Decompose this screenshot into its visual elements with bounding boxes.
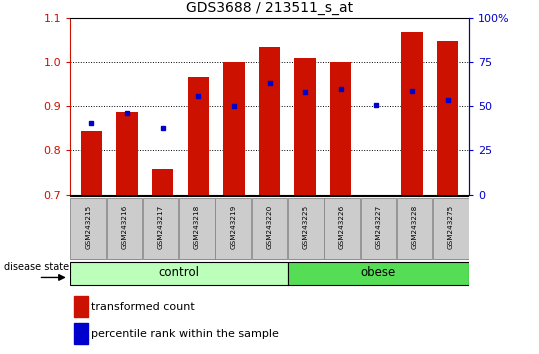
Text: GSM243217: GSM243217 bbox=[158, 205, 164, 249]
FancyBboxPatch shape bbox=[252, 198, 287, 259]
Bar bbox=[294, 57, 316, 195]
Text: disease state: disease state bbox=[4, 262, 68, 272]
FancyBboxPatch shape bbox=[361, 198, 396, 259]
Title: GDS3688 / 213511_s_at: GDS3688 / 213511_s_at bbox=[186, 1, 353, 15]
Text: control: control bbox=[158, 267, 199, 279]
Bar bbox=[81, 131, 102, 195]
FancyBboxPatch shape bbox=[433, 198, 468, 259]
Text: obese: obese bbox=[361, 267, 396, 279]
FancyBboxPatch shape bbox=[397, 198, 432, 259]
Bar bbox=[223, 62, 245, 195]
Bar bbox=[437, 41, 458, 195]
FancyBboxPatch shape bbox=[288, 198, 323, 259]
Text: GSM243218: GSM243218 bbox=[194, 205, 200, 249]
FancyBboxPatch shape bbox=[179, 198, 215, 259]
Bar bbox=[401, 32, 423, 195]
FancyBboxPatch shape bbox=[324, 198, 360, 259]
Text: percentile rank within the sample: percentile rank within the sample bbox=[91, 329, 279, 339]
Bar bbox=[74, 296, 88, 317]
Text: GSM243220: GSM243220 bbox=[266, 205, 273, 249]
Text: GSM243219: GSM243219 bbox=[230, 205, 236, 249]
Text: GSM243226: GSM243226 bbox=[339, 205, 345, 249]
Bar bbox=[259, 47, 280, 195]
FancyBboxPatch shape bbox=[143, 198, 178, 259]
Text: GSM243227: GSM243227 bbox=[375, 205, 381, 249]
Bar bbox=[116, 112, 138, 195]
Text: GSM243216: GSM243216 bbox=[121, 205, 127, 249]
FancyBboxPatch shape bbox=[71, 198, 106, 259]
Text: GSM243275: GSM243275 bbox=[448, 205, 454, 249]
Text: GSM243215: GSM243215 bbox=[85, 205, 91, 249]
Bar bbox=[330, 62, 351, 195]
Text: GSM243225: GSM243225 bbox=[303, 205, 309, 249]
FancyBboxPatch shape bbox=[107, 198, 142, 259]
Bar bbox=[152, 170, 174, 195]
Bar bbox=[188, 77, 209, 195]
Text: GSM243228: GSM243228 bbox=[412, 205, 418, 249]
Text: transformed count: transformed count bbox=[91, 302, 195, 312]
FancyBboxPatch shape bbox=[216, 198, 251, 259]
Bar bbox=[74, 324, 88, 344]
FancyBboxPatch shape bbox=[288, 262, 469, 285]
FancyBboxPatch shape bbox=[70, 262, 288, 285]
